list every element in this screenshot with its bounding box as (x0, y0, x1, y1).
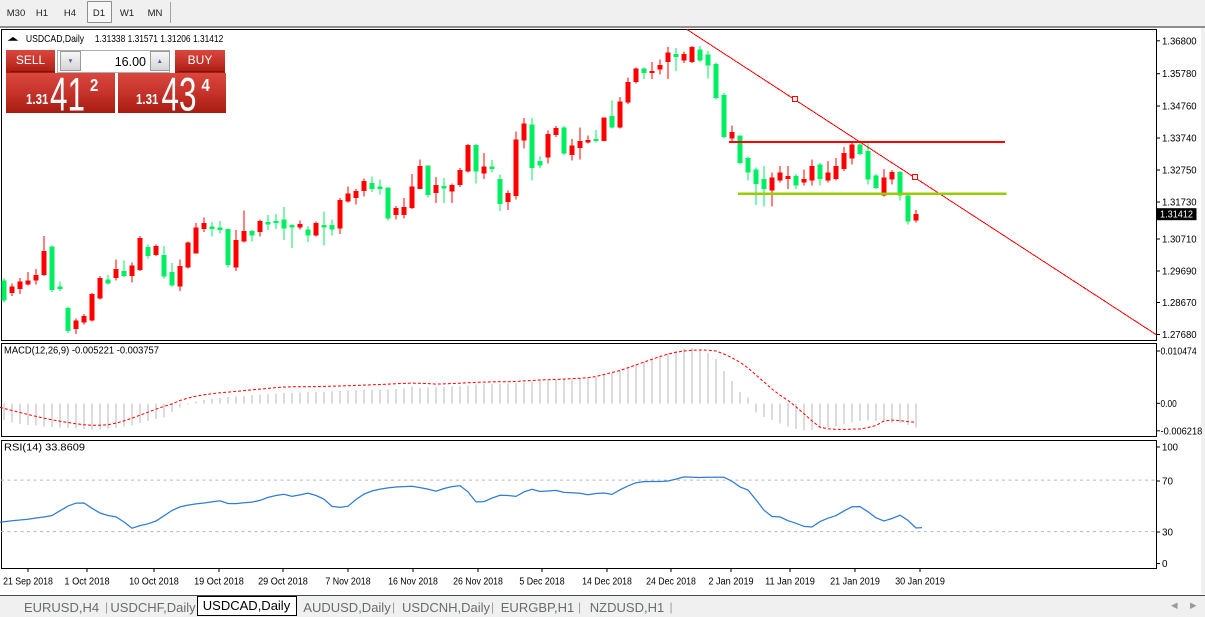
svg-text:1.32750: 1.32750 (1162, 166, 1197, 177)
svg-text:30: 30 (1162, 528, 1173, 539)
svg-text:10 Oct 2018: 10 Oct 2018 (129, 577, 179, 588)
svg-text:24 Dec 2018: 24 Dec 2018 (646, 577, 696, 588)
svg-text:1 Oct 2018: 1 Oct 2018 (64, 577, 110, 588)
svg-text:1.33740: 1.33740 (1162, 134, 1197, 145)
svg-text:29 Oct 2018: 29 Oct 2018 (258, 577, 308, 588)
svg-text:26 Nov 2018: 26 Nov 2018 (453, 577, 503, 588)
svg-text:0.010474: 0.010474 (1161, 347, 1198, 358)
svg-text:1.27680: 1.27680 (1162, 330, 1197, 341)
svg-text:-0.006218: -0.006218 (1161, 426, 1203, 437)
svg-text:USDCAD,Daily: USDCAD,Daily (26, 33, 85, 45)
svg-text:30 Jan 2019: 30 Jan 2019 (895, 577, 945, 588)
svg-text:1.29690: 1.29690 (1162, 267, 1197, 278)
svg-text:1.31338 1.31571 1.31206 1.3141: 1.31338 1.31571 1.31206 1.31412 (95, 33, 224, 45)
svg-text:11 Jan 2019: 11 Jan 2019 (765, 577, 815, 588)
svg-text:1.30710: 1.30710 (1162, 235, 1197, 246)
svg-text:19 Oct 2018: 19 Oct 2018 (194, 577, 244, 588)
svg-text:100: 100 (1162, 443, 1178, 454)
svg-text:16 Nov 2018: 16 Nov 2018 (388, 577, 438, 588)
svg-text:1.31412: 1.31412 (1160, 210, 1193, 221)
svg-text:70: 70 (1162, 477, 1173, 488)
svg-text:1.35780: 1.35780 (1162, 69, 1197, 80)
svg-text:MACD(12,26,9) -0.005221 -0.003: MACD(12,26,9) -0.005221 -0.003757 (4, 346, 159, 357)
svg-text:21 Sep 2018: 21 Sep 2018 (3, 577, 53, 588)
svg-text:0.00: 0.00 (1161, 399, 1178, 410)
svg-text:1.31730: 1.31730 (1162, 198, 1197, 209)
svg-text:RSI(14) 33.8609: RSI(14) 33.8609 (4, 443, 85, 454)
svg-text:2 Jan 2019: 2 Jan 2019 (708, 577, 754, 588)
svg-text:1.34760: 1.34760 (1162, 102, 1197, 113)
svg-text:1.36800: 1.36800 (1162, 36, 1197, 47)
svg-text:0: 0 (1162, 559, 1168, 570)
svg-text:21 Jan 2019: 21 Jan 2019 (830, 577, 880, 588)
svg-text:1.28670: 1.28670 (1162, 298, 1197, 309)
svg-text:5 Dec 2018: 5 Dec 2018 (519, 577, 565, 588)
svg-text:14 Dec 2018: 14 Dec 2018 (582, 577, 632, 588)
svg-text:7 Nov 2018: 7 Nov 2018 (325, 577, 371, 588)
